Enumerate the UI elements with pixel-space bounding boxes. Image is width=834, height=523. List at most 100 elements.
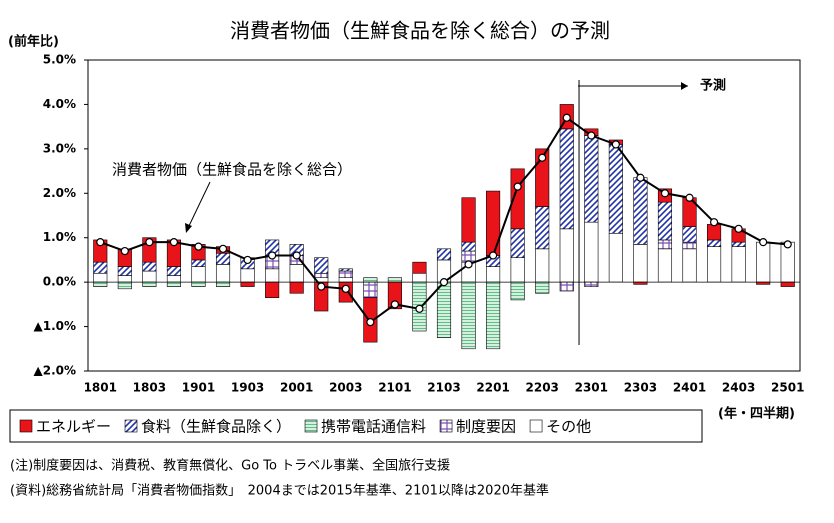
x-tick-label: 1803 [133,381,166,395]
x-tick-label: 2403 [722,381,755,395]
note: (資料)総務省統計局「消費者物価指数」 2004までは2015年基準、2101以… [10,483,549,499]
bar-segment [707,224,722,241]
y-tick-label: 1.0% [43,230,76,244]
x-tick-label: 1801 [84,381,117,395]
bar-segment [608,144,623,234]
bar-segment [166,266,181,276]
bar-segment [93,281,108,287]
line-marker [660,189,670,198]
bar-segment [535,148,550,207]
legend-swatch [529,419,543,433]
legend-box [9,409,703,443]
line-marker [489,251,498,260]
legend-swatch [124,419,138,433]
bar-segment [191,266,206,283]
x-tick-label: 2203 [526,381,559,395]
legend-label: エネルギー [36,418,111,436]
forecast-label: 予測 [700,78,726,94]
bar-segment [215,264,231,283]
line-marker [709,218,719,227]
forecast-arrowhead [681,82,688,90]
line-marker [464,260,473,269]
x-tick-label: 2001 [280,381,313,395]
line-marker [759,238,768,247]
x-tick-label: 2301 [575,381,608,395]
bar-segment [265,281,280,298]
line-marker [341,284,350,293]
bar-segment [584,221,599,283]
bar-segment [436,248,452,261]
line-marker [587,131,596,140]
annotation-arrow [187,181,211,229]
bar-segment [461,281,476,350]
bar-segment [633,177,648,245]
line-marker [611,140,620,149]
bar-segment [314,272,329,278]
line-marker [194,242,203,251]
bar-segment [387,277,402,283]
legend-label: 携帯電話通信料 [321,418,426,436]
line-marker [636,173,645,182]
bar-segment [117,275,132,283]
x-tick-label: 2303 [624,381,657,395]
line-marker [783,240,792,249]
bar-segment [142,270,157,283]
bar-segment [436,281,452,338]
bar-segment [240,281,255,287]
note: (注)制度要因は、消費税、教育無償化、Go To トラベル事業、全国旅行支援 [10,458,450,474]
bar-segment [535,206,550,250]
bar-segment [93,272,108,283]
bar-segment [265,268,280,283]
bar-segment [559,281,574,292]
line-marker [734,224,743,233]
bar-segment [707,246,722,283]
bar-segment [215,252,231,265]
bar-segment [633,244,648,283]
bar-segment [682,226,697,243]
y-tick-label: 3.0% [43,141,76,155]
bar-segment [510,281,525,301]
bar-segment [240,268,255,283]
x-tick-label: 2103 [427,381,460,395]
bar-segment [363,277,378,283]
bar-segment [657,248,673,283]
legend-swatch [19,419,33,433]
bar-segment [559,228,574,283]
bar-segment [461,241,476,252]
bar-segment [657,239,673,250]
bar-segment [166,281,181,287]
line-marker [292,251,301,260]
bar-segment [657,201,673,241]
line-marker [169,238,179,247]
bar-segment [338,270,353,278]
bar-segment [93,261,108,274]
bar-segment [338,268,353,272]
legend-label: 制度要因 [456,418,516,436]
bar-segment [486,281,501,350]
bar-segment [412,272,427,283]
line-annotation: 消費者物価（生鮮食品を除く総合） [112,161,352,179]
line-marker [120,246,129,256]
bar-segment [142,261,157,272]
legend-label: その他 [546,418,591,436]
line-marker [145,238,154,247]
bar-segment [117,266,132,276]
x-tick-label: 1903 [231,381,264,395]
line-marker [562,113,571,122]
chart-title: 消費者物価（生鮮食品を除く総合）の予測 [230,19,610,43]
y-tick-label: 2.0% [43,186,76,200]
line-marker [366,318,375,327]
line-marker [685,193,694,202]
bar-segment [314,257,329,274]
y-unit: (前年比) [8,34,59,50]
bar-segment [191,259,206,267]
bar-segment [535,281,550,294]
x-tick-label: 2201 [476,381,509,395]
line-marker [390,300,399,309]
annotation-arrowhead [185,223,192,233]
bar-segment [289,264,304,283]
line-marker [415,304,424,313]
line-marker [268,251,277,260]
bar-segment [584,135,599,223]
